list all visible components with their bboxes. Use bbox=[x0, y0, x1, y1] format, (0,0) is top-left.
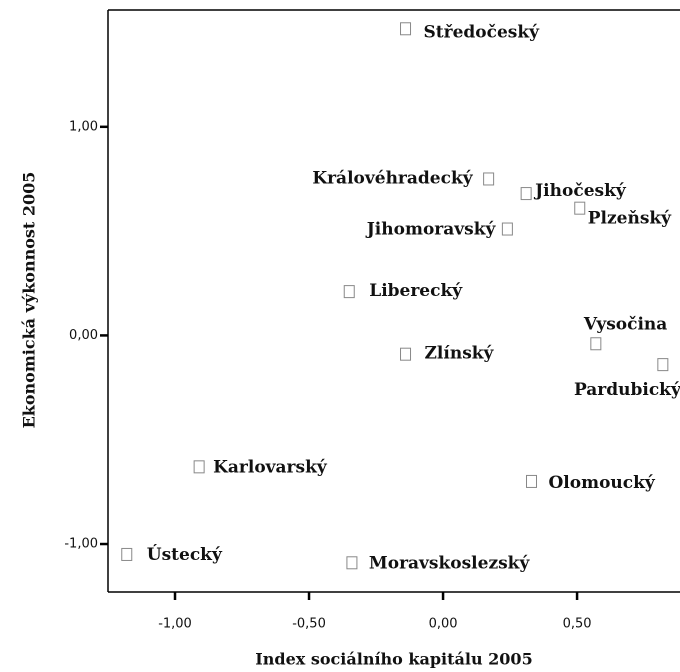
point bbox=[657, 358, 669, 372]
point bbox=[520, 187, 532, 201]
point-label: Ústecký bbox=[147, 544, 223, 565]
point-label: Olomoucký bbox=[549, 473, 656, 493]
x-axis-title: Index sociálního kapitálu 2005 bbox=[255, 650, 532, 669]
point bbox=[483, 172, 495, 186]
y-tick-label: 1,00 bbox=[69, 119, 98, 134]
point bbox=[346, 556, 358, 570]
x-tick-label: 0,00 bbox=[429, 617, 458, 632]
point bbox=[343, 285, 355, 299]
point-label: Liberecký bbox=[369, 281, 463, 301]
point-label: Zlínský bbox=[425, 344, 495, 364]
point-label: Královéhradecký bbox=[312, 168, 473, 188]
point-label: Plzeňský bbox=[588, 209, 672, 229]
point bbox=[526, 474, 538, 488]
point bbox=[590, 337, 602, 351]
point-label: Pardubický bbox=[574, 380, 680, 400]
y-tick-label: -1,00 bbox=[64, 537, 98, 552]
y-axis-title: Ekonomická výkonnost 2005 bbox=[20, 172, 39, 429]
x-tick-label: -0,50 bbox=[292, 617, 326, 632]
point bbox=[400, 22, 412, 36]
point-label: Moravskoslezský bbox=[369, 553, 531, 573]
point-label: Jihočeský bbox=[533, 181, 627, 201]
point bbox=[193, 460, 205, 474]
point-label: Vysočina bbox=[583, 314, 667, 334]
x-tick-label: 0,50 bbox=[563, 617, 592, 632]
point bbox=[121, 547, 133, 561]
point bbox=[501, 222, 513, 236]
y-tick-label: 0,00 bbox=[69, 328, 98, 343]
point-label: Jihomoravský bbox=[365, 220, 497, 240]
point bbox=[574, 201, 586, 215]
x-tick-label: -1,00 bbox=[158, 617, 192, 632]
point-label: Středočeský bbox=[424, 22, 541, 42]
point-label: Karlovarský bbox=[213, 457, 328, 477]
point bbox=[400, 347, 412, 361]
